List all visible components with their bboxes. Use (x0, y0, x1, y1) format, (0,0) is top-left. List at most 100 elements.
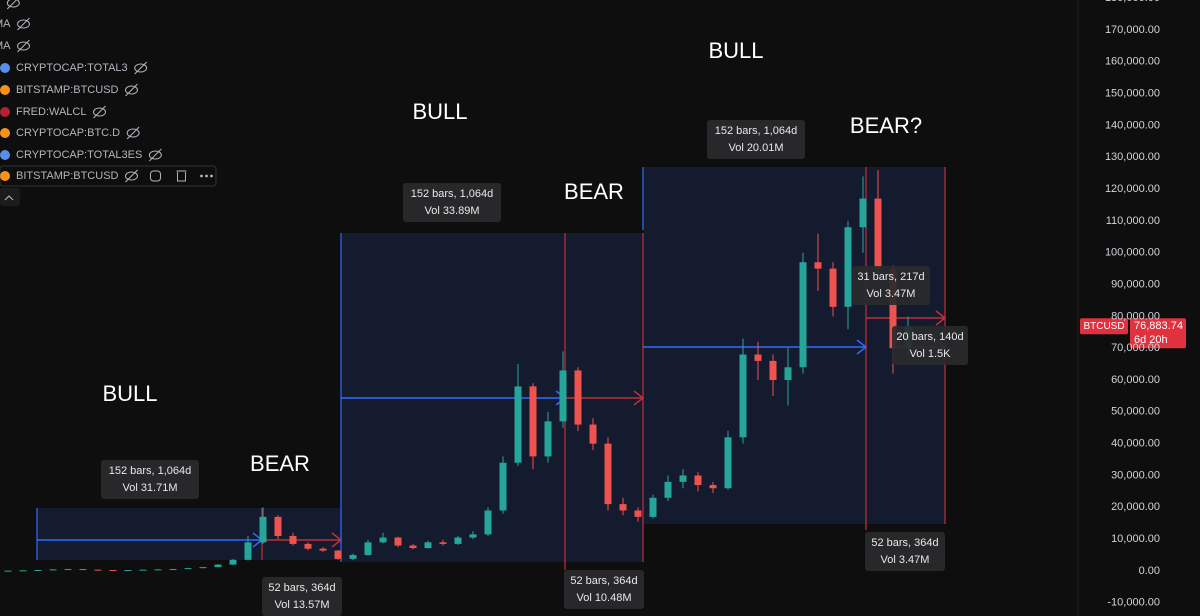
legend-item[interactable]: MA (0, 18, 11, 30)
candle-body (559, 370, 567, 422)
legend-item[interactable]: BITSTAMP:BTCUSD (16, 170, 119, 182)
candle-body (469, 534, 477, 538)
candle-body (574, 370, 582, 425)
candle-body (274, 516, 282, 536)
candle-body (619, 504, 627, 511)
candle-body (514, 386, 522, 463)
visibility-slash (148, 148, 162, 162)
legend-item[interactable]: CRYPTOCAP:TOTAL3ES (16, 149, 142, 161)
y-tick-label: 20,000.00 (1111, 501, 1160, 513)
visibility-icon[interactable] (124, 85, 138, 95)
legend-icon (0, 107, 10, 117)
candle-body (739, 354, 747, 438)
candle-body (604, 443, 612, 505)
y-tick-label: 170,000.00 (1105, 24, 1160, 36)
legend-icon (0, 85, 10, 95)
visibility-slash (17, 17, 30, 31)
measure-label: 152 bars, 1,064d (109, 465, 192, 477)
legend-item[interactable]: BITSTAMP:BTCUSD (16, 84, 119, 96)
legend-icon (0, 128, 10, 138)
symbol-tag-text: BTCUSD (1083, 321, 1124, 332)
candle-body (4, 570, 12, 572)
countdown-text: 6d 20h (1134, 334, 1168, 346)
visibility-icon[interactable] (134, 63, 148, 73)
drawings (36, 167, 947, 570)
candle-body (454, 537, 462, 544)
candle-body (34, 570, 42, 572)
candle-body (334, 550, 342, 559)
delete-icon[interactable] (176, 170, 187, 182)
more-icon[interactable] (200, 174, 203, 178)
visibility-icon[interactable] (148, 150, 162, 160)
candle-body (889, 268, 897, 349)
visibility-slash (125, 83, 138, 97)
annotation: BEAR (564, 179, 624, 204)
y-tick-label: 90,000.00 (1111, 278, 1160, 290)
legend-item[interactable]: CRYPTOCAP:BTC.D (16, 127, 120, 139)
candle-body (814, 262, 822, 269)
candle-body (79, 569, 87, 571)
candle-body (19, 570, 27, 572)
candle-body (379, 537, 387, 543)
legend-icon (0, 171, 10, 181)
price-axis (1078, 0, 1200, 616)
candle-body (799, 262, 807, 368)
visibility-icon[interactable] (17, 41, 30, 51)
candle-body (319, 548, 327, 551)
candle-body (94, 569, 102, 571)
legend-selected-row (0, 165, 217, 187)
visibility-icon[interactable] (93, 107, 106, 117)
visibility-icon[interactable] (124, 171, 138, 181)
candle-body (364, 542, 372, 556)
visibility-icon[interactable] (17, 19, 30, 29)
y-tick-label: 0.00 (1139, 565, 1160, 577)
more-icon[interactable] (205, 174, 208, 178)
measure-range (37, 508, 341, 560)
annotation: BEAR? (850, 113, 922, 138)
candle-body (259, 516, 267, 543)
measure-label: Vol 20.01M (728, 142, 783, 154)
annotation: BULL (412, 99, 467, 124)
candle-body (679, 475, 687, 482)
candle-body (829, 268, 837, 307)
y-tick-label: 80,000.00 (1111, 310, 1160, 322)
measure-label: Vol 13.57M (274, 599, 329, 611)
measure-label-box (865, 532, 945, 571)
measure-label: Vol 10.48M (576, 592, 631, 604)
legend-item[interactable]: MA (0, 40, 11, 52)
candle-body (724, 437, 732, 489)
candle-body (529, 386, 537, 457)
candle-body (844, 227, 852, 307)
measure-label-box (403, 183, 501, 222)
measure-label: 52 bars, 364d (871, 537, 938, 549)
visibility-slash (17, 39, 30, 53)
candle-body (49, 569, 57, 571)
visibility-icon[interactable] (6, 0, 20, 8)
measure-label-box (707, 120, 805, 159)
measure-label: Vol 3.47M (867, 288, 916, 300)
candle-body (499, 462, 507, 511)
measure-label-box (262, 577, 342, 616)
y-tick-label: 30,000.00 (1111, 469, 1160, 481)
y-tick-label: 10,000.00 (1111, 533, 1160, 545)
candle-body (439, 542, 447, 544)
legend-item[interactable]: CRYPTOCAP:TOTAL3 (16, 62, 128, 74)
candle-body (289, 535, 297, 544)
annotation: BEAR (250, 451, 310, 476)
legend-item[interactable]: FRED:WALCL (16, 106, 87, 118)
y-tick-label: 140,000.00 (1105, 119, 1160, 131)
measure-label: 31 bars, 217d (857, 271, 924, 283)
candle-body (394, 537, 402, 546)
measure-label: Vol 33.89M (424, 205, 479, 217)
annotation: BULL (708, 38, 763, 63)
visibility-slash (6, 0, 18, 10)
visibility-icon[interactable] (126, 128, 140, 138)
measure-label-box (892, 326, 968, 365)
visibility-slash (126, 126, 140, 140)
settings-icon[interactable] (149, 170, 161, 182)
y-tick-label: 180,000.00 (1105, 0, 1160, 4)
y-tick-label: 160,000.00 (1105, 56, 1160, 68)
more-icon[interactable] (210, 174, 213, 178)
